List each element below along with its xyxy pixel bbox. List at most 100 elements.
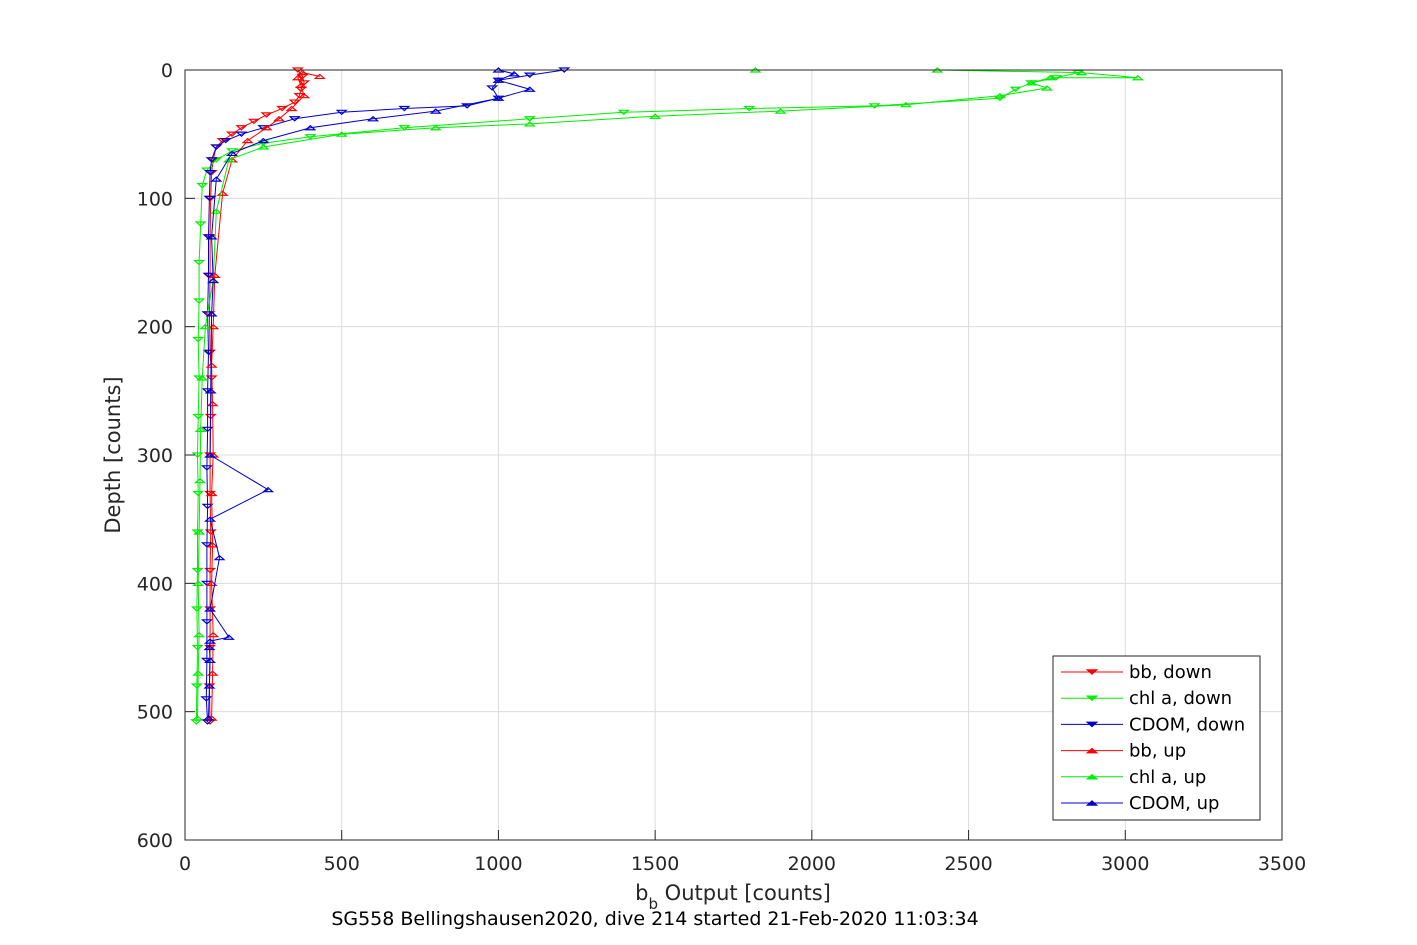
series-line bbox=[205, 69, 565, 722]
y-tick-label: 400 bbox=[137, 573, 173, 595]
data-point bbox=[213, 554, 226, 561]
data-point bbox=[235, 131, 248, 137]
data-point bbox=[192, 336, 205, 343]
data-point bbox=[276, 105, 289, 112]
data-point bbox=[1025, 80, 1038, 86]
data-point bbox=[743, 105, 756, 112]
legend-entry: bb, up bbox=[1061, 741, 1186, 762]
data-point bbox=[193, 631, 206, 638]
data-point bbox=[205, 234, 218, 240]
x-tick-label: 3000 bbox=[1101, 853, 1149, 875]
x-tick-label: 3500 bbox=[1258, 853, 1306, 875]
data-point bbox=[191, 567, 204, 574]
data-point bbox=[204, 606, 217, 612]
x-tick-label: 0 bbox=[179, 853, 191, 875]
data-point bbox=[201, 426, 214, 433]
legend-entry: chl a, down bbox=[1061, 688, 1232, 709]
data-point bbox=[192, 413, 205, 420]
data-point bbox=[199, 323, 212, 330]
data-point bbox=[191, 452, 204, 458]
y-tick-label: 200 bbox=[137, 317, 173, 339]
data-point bbox=[235, 125, 248, 131]
series-line bbox=[195, 72, 1079, 722]
data-point bbox=[191, 644, 204, 651]
data-point bbox=[191, 715, 204, 721]
data-point bbox=[313, 73, 326, 80]
data-point bbox=[222, 634, 235, 640]
series-cdom-up bbox=[202, 67, 536, 721]
legend-label: chl a, down bbox=[1129, 688, 1232, 709]
series-chl-a-up bbox=[191, 67, 1144, 721]
data-point bbox=[193, 477, 207, 484]
data-point bbox=[304, 134, 317, 140]
data-point bbox=[206, 670, 219, 676]
y-tick-label: 500 bbox=[137, 702, 173, 724]
data-point bbox=[222, 157, 235, 163]
data-point bbox=[523, 86, 536, 92]
legend-entry: CDOM, down bbox=[1061, 714, 1245, 735]
chart-caption: SG558 Bellingshausen2020, dive 214 start… bbox=[331, 908, 978, 930]
data-point bbox=[205, 490, 218, 497]
x-tick-label: 500 bbox=[324, 853, 360, 875]
data-point bbox=[260, 112, 273, 118]
data-point bbox=[461, 103, 474, 109]
data-point bbox=[398, 105, 411, 112]
data-point bbox=[200, 542, 214, 548]
data-point bbox=[201, 388, 214, 394]
legend-entry: CDOM, up bbox=[1061, 793, 1219, 814]
data-point bbox=[298, 80, 311, 86]
series-line bbox=[208, 69, 532, 719]
data-point bbox=[288, 99, 301, 105]
data-point bbox=[523, 72, 536, 78]
data-point bbox=[192, 490, 205, 497]
data-point bbox=[219, 137, 232, 144]
data-point bbox=[257, 125, 270, 131]
data-point bbox=[617, 109, 630, 116]
data-point bbox=[398, 125, 411, 131]
legend-label: chl a, up bbox=[1129, 767, 1206, 788]
legend-label: bb, down bbox=[1129, 662, 1212, 683]
data-point bbox=[196, 182, 209, 189]
data-point bbox=[1131, 74, 1144, 81]
y-tick-label: 300 bbox=[137, 445, 173, 467]
data-point bbox=[200, 619, 214, 625]
data-point bbox=[296, 69, 309, 76]
legend: bb, down chl a, down CDOM, down bb, up chl a… bbox=[1052, 655, 1261, 821]
y-tick-label: 0 bbox=[161, 60, 173, 82]
data-point bbox=[366, 115, 380, 122]
x-tick-label: 2500 bbox=[944, 853, 992, 875]
data-point bbox=[207, 631, 220, 638]
data-point bbox=[1043, 74, 1057, 81]
data-point bbox=[261, 486, 275, 493]
data-point bbox=[194, 426, 207, 432]
data-point bbox=[192, 580, 205, 586]
data-point bbox=[203, 683, 216, 689]
x-axis-label: bb Output [counts] bbox=[635, 881, 831, 913]
data-point bbox=[207, 277, 220, 284]
data-point bbox=[899, 101, 912, 108]
series-line bbox=[211, 72, 320, 719]
data-point bbox=[196, 375, 209, 381]
data-point bbox=[200, 465, 214, 471]
data-point bbox=[203, 195, 216, 202]
legend-marker bbox=[1085, 747, 1099, 754]
data-point bbox=[192, 670, 205, 676]
data-point bbox=[285, 105, 298, 112]
data-point bbox=[774, 108, 787, 114]
data-point bbox=[335, 109, 348, 116]
data-point bbox=[508, 71, 521, 77]
data-point bbox=[210, 176, 223, 182]
axis-ticks: 0 500 1000 1500 2000 2500 3000 3500 0 100 200 300 40… bbox=[137, 60, 1306, 875]
data-point bbox=[204, 657, 217, 663]
data-point bbox=[241, 137, 254, 144]
data-point bbox=[291, 74, 304, 81]
data-point bbox=[204, 452, 217, 458]
data-point bbox=[193, 529, 206, 535]
data-point bbox=[523, 116, 536, 122]
data-point bbox=[257, 137, 270, 144]
data-point bbox=[205, 580, 218, 586]
data-point bbox=[225, 148, 239, 154]
legend-label: CDOM, up bbox=[1129, 793, 1219, 814]
data-point bbox=[202, 272, 215, 279]
